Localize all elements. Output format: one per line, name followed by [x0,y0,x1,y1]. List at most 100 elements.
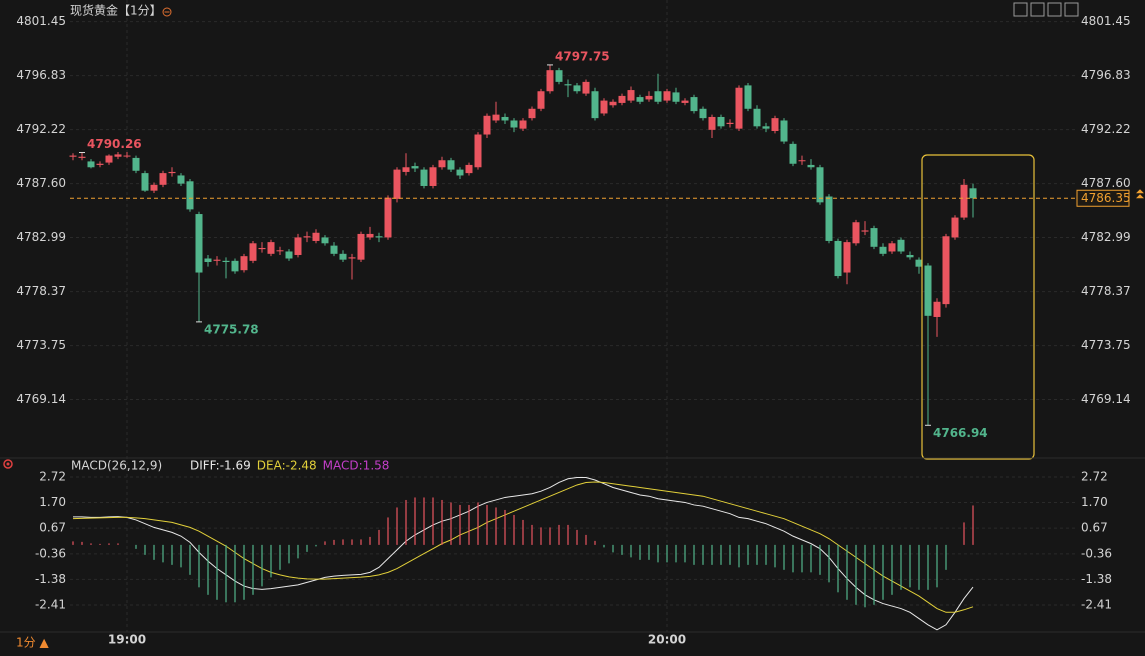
candle-body [213,259,221,261]
candle-body [834,240,842,277]
candle-body [780,120,788,142]
candle-body [168,171,176,174]
y-tick-label-left: -1.38 [35,572,66,586]
y-tick-label-left: -0.36 [35,546,66,560]
candle-body [195,214,203,273]
candle-body [78,156,86,158]
candle-body [573,85,581,92]
indicator-icon[interactable] [3,459,13,469]
candle-body [843,242,851,273]
candle-body [393,169,401,199]
candle-body [753,108,761,127]
candle-body [762,126,770,129]
candle-body [915,259,923,267]
extreme-label: 4790.26 [87,137,142,151]
extreme-label: 4775.78 [204,322,259,336]
macd-line [72,481,974,613]
candle-body [339,253,347,260]
candle-body [618,95,626,103]
candle-body [186,181,194,210]
x-tick-label: 19:00 [108,633,146,647]
y-tick-label-right: -2.41 [1081,598,1112,612]
candle-body [456,169,464,176]
y-tick-label-right: 4792.22 [1081,122,1131,136]
legend-entry: DIFF:-1.69 [190,459,251,473]
candle-body [150,184,158,191]
candle-body [411,166,419,169]
candle-body [105,155,113,163]
candle-body [348,257,356,259]
instrument-title: 现货黄金【1分】 [70,3,162,18]
y-tick-label-right: 4796.83 [1081,68,1131,82]
tool-layout[interactable] [1030,2,1045,17]
candle-body [96,163,104,165]
legend-entry: MACD:1.58 [323,459,390,473]
candle-body [942,236,950,305]
candle-body [564,84,572,86]
tool-fullscreen[interactable] [1013,2,1028,17]
candle-body [825,196,833,241]
candle-body [375,236,383,238]
candle-body [492,114,500,121]
candle-body [681,100,689,103]
y-tick-label-right: 4787.60 [1081,176,1131,190]
y-tick-label-right: -0.36 [1081,546,1112,560]
candle-body [924,265,932,316]
candle-body [645,95,653,100]
highlight-box [921,154,1035,460]
y-tick-label-right: 2.72 [1081,469,1108,483]
y-tick-label-right: 4801.45 [1081,14,1131,28]
candle-body [933,301,941,317]
y-tick-label-left: 4769.14 [16,392,66,406]
candle-body [897,239,905,252]
candle-body [582,81,590,94]
last-price-label: 4786.35 [1081,191,1131,205]
candle-body [465,164,473,174]
candle-body [177,175,185,184]
candle-body [402,167,410,172]
candle-body [537,91,545,109]
candle-body [312,232,320,241]
candle-body [699,108,707,119]
tool-draw[interactable] [1064,2,1079,17]
candle-body [384,197,392,238]
y-tick-label-right: 0.67 [1081,521,1108,535]
candle-body [708,116,716,130]
candle-body [240,256,248,271]
tool-indicator[interactable] [1047,2,1062,17]
candle-body [429,167,437,186]
candle-body [294,237,302,255]
candle-body [807,164,815,168]
candle-body [663,91,671,101]
y-tick-label-left: 4787.60 [16,176,66,190]
candle-body [960,184,968,218]
candle-body [483,115,491,135]
candle-body [249,243,257,261]
candle-body [816,167,824,203]
candle-body [906,254,914,258]
y-tick-label-left: 4778.37 [16,284,66,298]
candle-body [690,97,698,112]
y-tick-label-left: 2.72 [39,469,66,483]
candle-body [735,87,743,129]
candle-body [132,157,140,171]
candle-body [303,236,311,238]
extreme-label: 4766.94 [933,426,988,440]
y-tick-label-left: 4796.83 [16,68,66,82]
candle-body [366,233,374,238]
candle-body [258,247,266,250]
candle-body [888,243,896,252]
candle-body [861,230,869,232]
candle-body [771,118,779,132]
plot-layer: 4801.45 4801.45 4796.83 4796.83 4792.22 4792.… [16,0,1144,647]
candle-body [969,188,977,199]
candle-body [744,85,752,109]
period-selector[interactable]: 1分 ▲ [16,636,49,650]
candle-body [231,260,239,272]
collapse-icon[interactable] [162,7,172,17]
toolbar [1013,2,1079,17]
y-tick-label-left: 0.67 [39,521,66,535]
